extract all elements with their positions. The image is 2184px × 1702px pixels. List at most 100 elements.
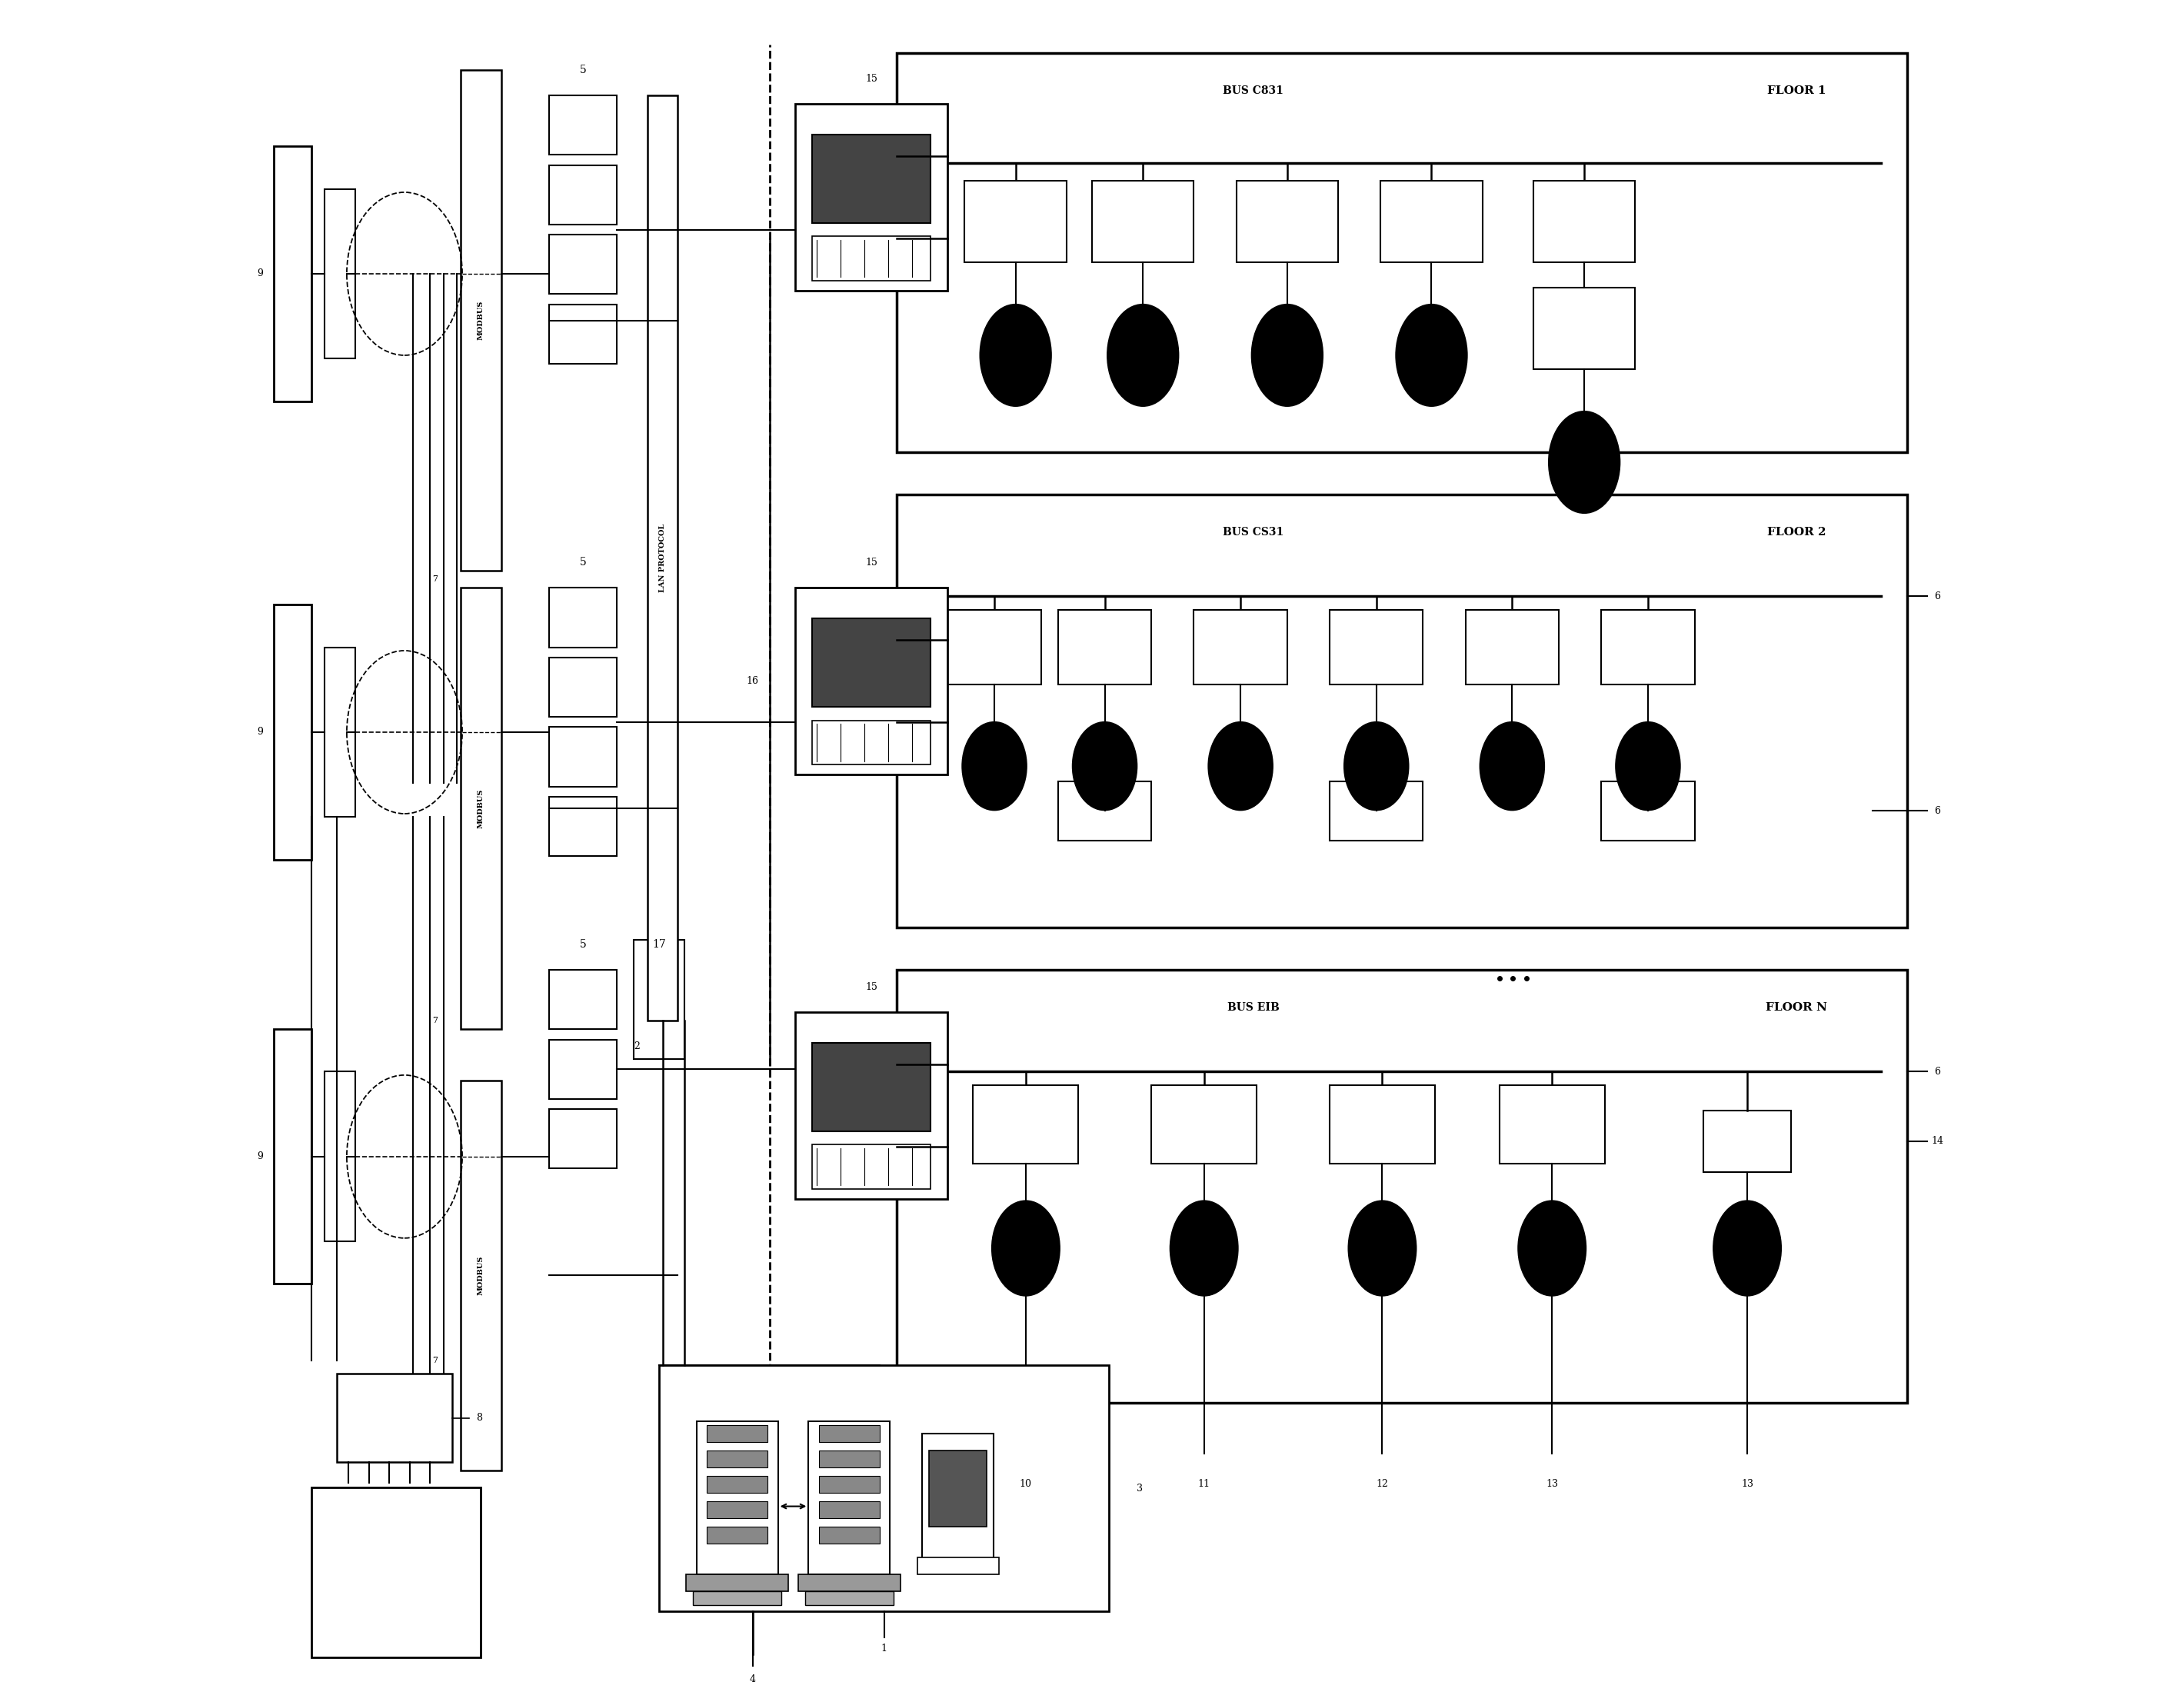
Bar [1057, 609, 1151, 684]
Text: LAN PROTOCOL: LAN PROTOCOL [660, 524, 666, 592]
Text: 4: 4 [749, 1675, 756, 1685]
Text: 13: 13 [1741, 1479, 1754, 1489]
Bar [548, 970, 616, 1030]
Bar [917, 1557, 998, 1574]
Ellipse shape [1616, 722, 1679, 810]
Bar [1092, 180, 1195, 262]
Bar [1151, 1086, 1256, 1164]
Bar [461, 587, 502, 1030]
Ellipse shape [1208, 722, 1273, 810]
Bar [708, 1476, 769, 1493]
Bar [708, 1425, 769, 1442]
Text: BUS CS31: BUS CS31 [1223, 526, 1284, 538]
Text: 15: 15 [865, 557, 878, 567]
Bar [548, 305, 616, 364]
Text: 8: 8 [476, 1413, 483, 1423]
Bar [697, 1421, 778, 1574]
Ellipse shape [1348, 1200, 1415, 1295]
Text: 9: 9 [258, 1152, 264, 1161]
Ellipse shape [1481, 722, 1544, 810]
Bar [1380, 180, 1483, 262]
Bar [310, 1488, 480, 1658]
Text: 3: 3 [1136, 1484, 1142, 1493]
Text: 6: 6 [1935, 1067, 1939, 1077]
Bar [1533, 180, 1636, 262]
Bar [806, 1591, 893, 1605]
Text: 6: 6 [1935, 591, 1939, 601]
Text: 5: 5 [579, 557, 585, 568]
Bar [646, 95, 677, 1021]
Text: 15: 15 [865, 73, 878, 83]
Bar [1330, 609, 1424, 684]
Bar [273, 604, 310, 860]
Bar [692, 1591, 782, 1605]
Bar [812, 134, 930, 223]
Ellipse shape [981, 305, 1051, 407]
Bar [461, 1081, 502, 1471]
Bar [819, 1425, 880, 1442]
Bar [974, 1086, 1079, 1164]
Bar [898, 53, 1907, 453]
Ellipse shape [1107, 305, 1179, 407]
Bar [1057, 781, 1151, 841]
Ellipse shape [963, 722, 1026, 810]
Text: 11: 11 [1197, 1479, 1210, 1489]
Text: MODBUS: MODBUS [478, 788, 485, 829]
Bar [795, 104, 948, 291]
Bar [808, 1421, 891, 1574]
Bar [325, 647, 356, 817]
Bar [461, 70, 502, 570]
Bar [686, 1574, 788, 1591]
Bar [812, 1145, 930, 1190]
Ellipse shape [1171, 1200, 1238, 1295]
Ellipse shape [1072, 722, 1138, 810]
Text: 5: 5 [579, 940, 585, 950]
Ellipse shape [1548, 412, 1621, 512]
Text: FLOOR 2: FLOOR 2 [1767, 526, 1826, 538]
Text: 7: 7 [432, 1016, 437, 1025]
Bar [1195, 609, 1286, 684]
Text: MODBUS: MODBUS [478, 301, 485, 340]
Text: 9: 9 [258, 269, 264, 279]
Bar [1465, 609, 1559, 684]
Bar [795, 587, 948, 774]
Bar [1704, 1111, 1791, 1173]
Bar [273, 146, 310, 402]
Ellipse shape [1712, 1200, 1782, 1295]
Text: 7: 7 [432, 575, 437, 584]
Bar [819, 1501, 880, 1518]
Text: 14: 14 [1931, 1137, 1944, 1147]
Text: 5: 5 [579, 65, 585, 75]
Bar [548, 727, 616, 786]
Bar [948, 609, 1042, 684]
Bar [819, 1527, 880, 1544]
Bar [1601, 781, 1695, 841]
Ellipse shape [1396, 305, 1468, 407]
Bar [812, 618, 930, 706]
Bar [548, 165, 616, 225]
Text: 10: 10 [1020, 1479, 1033, 1489]
Bar [548, 1040, 616, 1099]
Text: 9: 9 [258, 727, 264, 737]
Bar [1500, 1086, 1605, 1164]
Text: 7: 7 [432, 1356, 437, 1365]
Text: BUS EIB: BUS EIB [1227, 1002, 1280, 1013]
Text: MODBUS: MODBUS [478, 1256, 485, 1295]
Ellipse shape [992, 1200, 1059, 1295]
Bar [325, 1072, 356, 1241]
Bar [548, 657, 616, 717]
Text: 13: 13 [1546, 1479, 1557, 1489]
Text: FLOOR N: FLOOR N [1767, 1002, 1828, 1013]
Bar [660, 1365, 1109, 1612]
Text: 6: 6 [1935, 807, 1939, 815]
Ellipse shape [1251, 305, 1324, 407]
Text: 16: 16 [747, 676, 758, 686]
Text: FLOOR 1: FLOOR 1 [1767, 85, 1826, 95]
Ellipse shape [1343, 722, 1409, 810]
Bar [708, 1450, 769, 1467]
Bar [1533, 288, 1636, 369]
Text: 12: 12 [1376, 1479, 1389, 1489]
Bar [336, 1374, 452, 1462]
Bar [708, 1501, 769, 1518]
Bar [922, 1433, 994, 1561]
